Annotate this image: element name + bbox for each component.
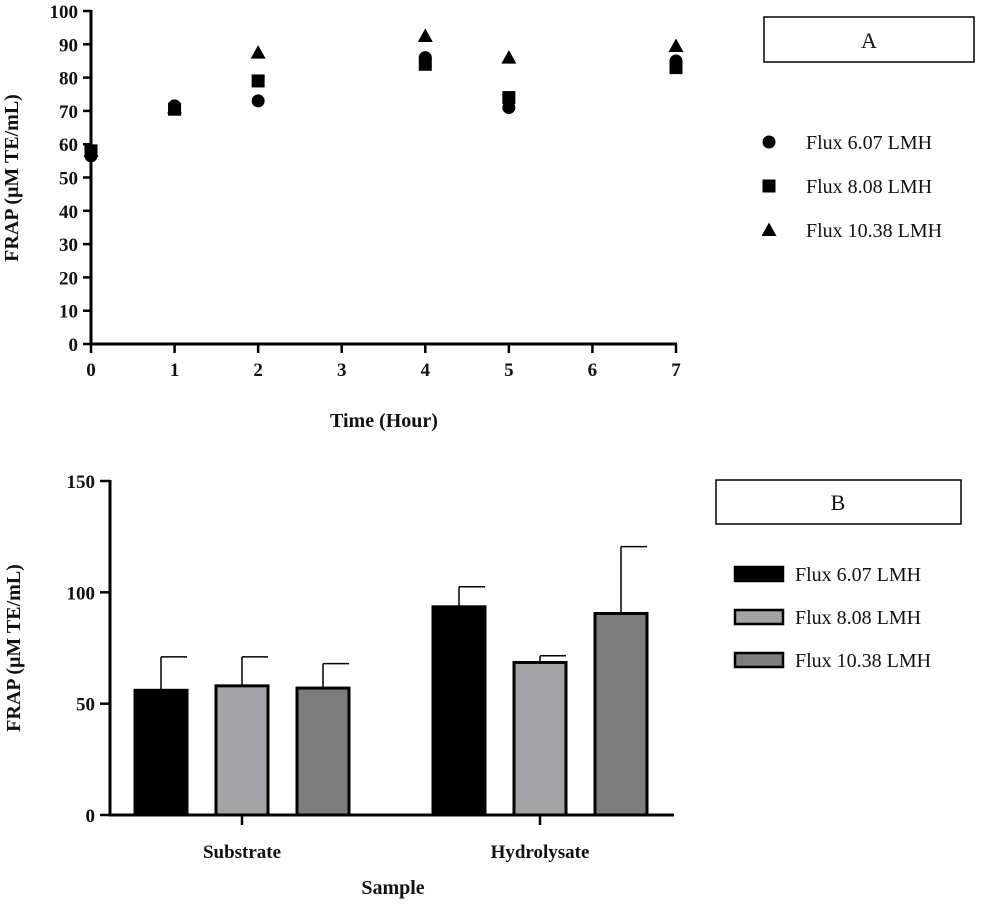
panel-a-x-ticks: 0 1 2 3 4 5 6 7: [86, 344, 681, 381]
panel-a-x-tick-label: 6: [588, 360, 598, 381]
panel-b-label-box: B: [715, 479, 962, 525]
panel-b-legend-swatch: [733, 651, 785, 669]
panel-a-legend-label: Flux 10.38 LMH: [806, 220, 942, 242]
panel-a-y-tick-label: 100: [50, 2, 79, 23]
panel-b-bars: [133, 545, 649, 817]
panel-b-legend-label: Flux 10.38 LMH: [795, 650, 931, 672]
panel-a-x-tick-label: 5: [504, 360, 514, 381]
panel-b-bar: [295, 686, 351, 817]
panel-b-axes: [108, 480, 674, 817]
panel-a-point-triangle: [668, 38, 684, 52]
panel-b-bar: [133, 688, 189, 817]
panel-b-x-axis-title: Sample: [361, 877, 424, 899]
panel-a-point-circle: [502, 101, 516, 115]
panel-a-label: A: [861, 28, 877, 53]
panel-b-y-tick-label: 150: [67, 472, 96, 493]
panel-a-point-square: [418, 57, 432, 71]
panel-a-y-tick-label: 50: [59, 169, 78, 190]
panel-a-point-square: [251, 74, 265, 88]
panel-a-legend-label: Flux 8.08 LMH: [806, 176, 932, 198]
panel-a-legend-label: Flux 6.07 LMH: [806, 132, 932, 154]
panel-a-point-triangle: [501, 50, 517, 64]
panel-b-legend-label: Flux 6.07 LMH: [795, 564, 921, 586]
panel-b-y-ticks: 0 50 100 150: [67, 472, 110, 827]
panel-b-bar: [512, 660, 568, 817]
panel-b-category-label: Substrate: [203, 842, 281, 863]
panel-a-point-square: [669, 61, 683, 75]
panel-b-y-tick-label: 50: [76, 695, 95, 716]
panel-a-y-tick-label: 90: [59, 35, 78, 56]
panel-a-legend-marker-triangle: [761, 222, 777, 236]
panel-a-points: [83, 28, 684, 163]
panel-b-label: B: [831, 490, 846, 515]
panel-b-category-labels: Substrate Hydrolysate: [203, 815, 590, 863]
panel-a-point-circle: [251, 94, 265, 108]
panel-a-axes: [89, 10, 677, 346]
panel-a-point-triangle: [83, 143, 99, 157]
panel-a-y-tick-label: 10: [59, 302, 78, 323]
panel-b-bar: [593, 611, 649, 817]
panel-a-label-box: A: [763, 16, 975, 63]
panel-a-x-tick-label: 0: [86, 360, 96, 381]
panel-b-bar: [214, 684, 270, 817]
panel-b-y-axis-title: FRAP (μM TE/mL): [3, 564, 25, 732]
panel-a-y-tick-label: 20: [59, 268, 78, 289]
panel-a-y-axis-title: FRAP (μM TE/mL): [1, 94, 23, 262]
panel-a-y-tick-label: 30: [59, 235, 78, 256]
panel-a-point-triangle: [250, 45, 266, 59]
panel-a-x-tick-label: 4: [421, 360, 431, 381]
panel-a-legend-marker-circle: [762, 135, 776, 149]
panel-a-y-tick-label: 60: [59, 135, 78, 156]
panel-a-point-triangle: [167, 100, 183, 114]
panel-a-y-tick-label: 70: [59, 102, 78, 123]
panel-a-legend-marker-square: [762, 179, 776, 193]
panel-a-y-tick-label: 0: [69, 335, 79, 356]
panel-a-y-tick-label: 40: [59, 202, 78, 223]
panel-b-legend-swatch: [733, 608, 785, 626]
panel-a-x-tick-label: 1: [170, 360, 180, 381]
panel-b-category-label: Hydrolysate: [491, 842, 590, 863]
panel-b-legend-swatch: [733, 565, 785, 583]
panel-a-x-tick-label: 3: [337, 360, 347, 381]
panel-a-x-tick-label: 7: [671, 360, 681, 381]
panel-a-legend: Flux 6.07 LMH Flux 8.08 LMH Flux 10.38 LMH: [761, 132, 942, 242]
panel-a-y-tick-label: 80: [59, 69, 78, 90]
panel-a-scatter-chart: 0 10 20 30 40 50 60 70 80 90 100 0 1 2 3 4 5 6 7 Time (Ho…: [1, 2, 975, 432]
panel-b-y-tick-label: 0: [86, 806, 96, 827]
panel-b-y-tick-label: 100: [67, 583, 96, 604]
panel-b-legend: Flux 6.07 LMH Flux 8.08 LMH Flux 10.38 LMH: [733, 564, 931, 672]
panel-b-legend-label: Flux 8.08 LMH: [795, 607, 921, 629]
panel-b-bar: [431, 605, 487, 817]
panel-a-x-axis-title: Time (Hour): [330, 410, 438, 432]
panel-b-bar-chart: 0 50 100 150 Substrate Hydrolysate Sample FR…: [3, 472, 962, 899]
panel-a-point-square: [502, 91, 516, 105]
panel-a-x-tick-label: 2: [253, 360, 263, 381]
panel-a-y-ticks: 0 10 20 30 40 50 60 70 80 90 100: [50, 2, 91, 356]
panel-a-point-triangle: [417, 28, 433, 42]
